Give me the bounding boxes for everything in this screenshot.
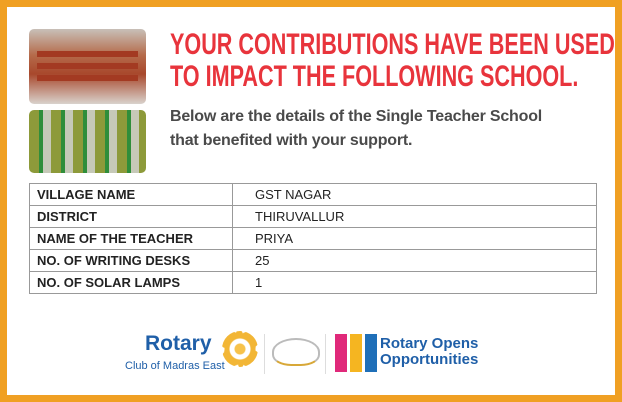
solar-lamps-photo xyxy=(29,110,146,173)
divider xyxy=(325,334,326,374)
subtitle-line: Below are the details of the Single Teac… xyxy=(170,108,543,125)
subtitle-line: that benefited with your support. xyxy=(170,132,413,149)
bridge-logo-icon xyxy=(272,338,320,366)
door-icon xyxy=(350,334,362,372)
table-row: VILLAGE NAME GST NAGAR xyxy=(29,183,597,206)
row-label: VILLAGE NAME xyxy=(29,183,233,206)
table-row: DISTRICT THIRUVALLUR xyxy=(29,205,597,228)
subtitle: Below are the details of the Single Teac… xyxy=(170,105,542,153)
page-title: YOUR CONTRIBUTIONS HAVE BEEN USED TO IMP… xyxy=(170,29,615,93)
title-line: YOUR CONTRIBUTIONS HAVE BEEN USED xyxy=(170,28,615,61)
table-row: NO. OF WRITING DESKS 25 xyxy=(29,249,597,272)
table-row: NO. OF SOLAR LAMPS 1 xyxy=(29,271,597,294)
row-value: 25 xyxy=(232,249,597,272)
door-icon xyxy=(335,334,347,372)
roo-line: Opportunities xyxy=(380,351,479,368)
row-label: DISTRICT xyxy=(29,205,233,228)
rotary-opens-opportunities: Rotary Opens Opportunities xyxy=(380,336,478,368)
card-panel: YOUR CONTRIBUTIONS HAVE BEEN USED TO IMP… xyxy=(7,7,615,395)
club-name: Club of Madras East xyxy=(125,360,225,372)
rotary-wheel-icon xyxy=(222,331,258,367)
title-line: TO IMPACT THE FOLLOWING SCHOOL. xyxy=(170,60,579,93)
details-table: VILLAGE NAME GST NAGAR DISTRICT THIRUVALLU… xyxy=(29,183,597,294)
row-value: 1 xyxy=(232,271,597,294)
row-value: THIRUVALLUR xyxy=(232,205,597,228)
divider xyxy=(264,334,265,374)
table-row: NAME OF THE TEACHER PRIYA xyxy=(29,227,597,250)
roo-line: Rotary Opens xyxy=(380,335,479,352)
row-value: GST NAGAR xyxy=(232,183,597,206)
footer-logos: Rotary Club of Madras East Rotary Opens … xyxy=(7,322,615,382)
desks-photo xyxy=(29,29,146,104)
row-label: NAME OF THE TEACHER xyxy=(29,227,233,250)
row-label: NO. OF SOLAR LAMPS xyxy=(29,271,233,294)
row-label: NO. OF WRITING DESKS xyxy=(29,249,233,272)
row-value: PRIYA xyxy=(232,227,597,250)
rotary-logo-text: Rotary xyxy=(145,332,212,355)
door-icon xyxy=(365,334,377,372)
